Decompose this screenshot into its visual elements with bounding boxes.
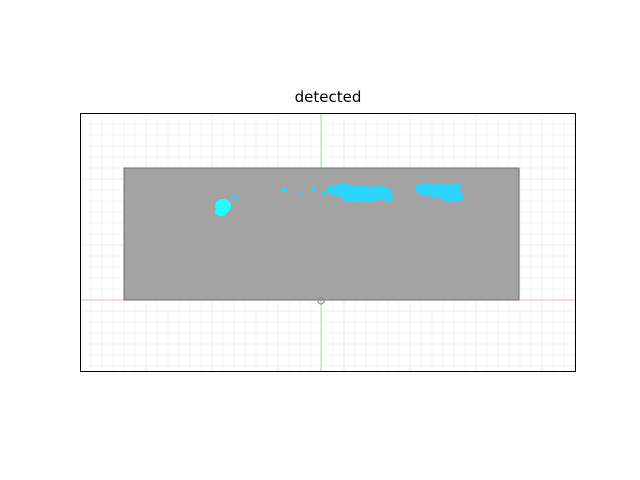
figure-title: detected (294, 88, 362, 106)
origin-ring-icon (317, 297, 325, 305)
detection-blob (448, 183, 462, 191)
detection-blob (232, 195, 238, 199)
detection-blob (281, 188, 287, 192)
viewport-frame[interactable] (80, 113, 576, 372)
detection-blob (341, 194, 371, 202)
detection-blob (321, 191, 325, 195)
viewport-canvas[interactable] (80, 113, 576, 372)
detection-blob (440, 190, 464, 202)
detection-blob (312, 187, 316, 191)
detection-blob (299, 190, 303, 194)
detection-blob (215, 208, 227, 216)
detection-blob (383, 192, 393, 202)
viewport-border (80, 113, 576, 372)
detections-layer (215, 183, 464, 216)
